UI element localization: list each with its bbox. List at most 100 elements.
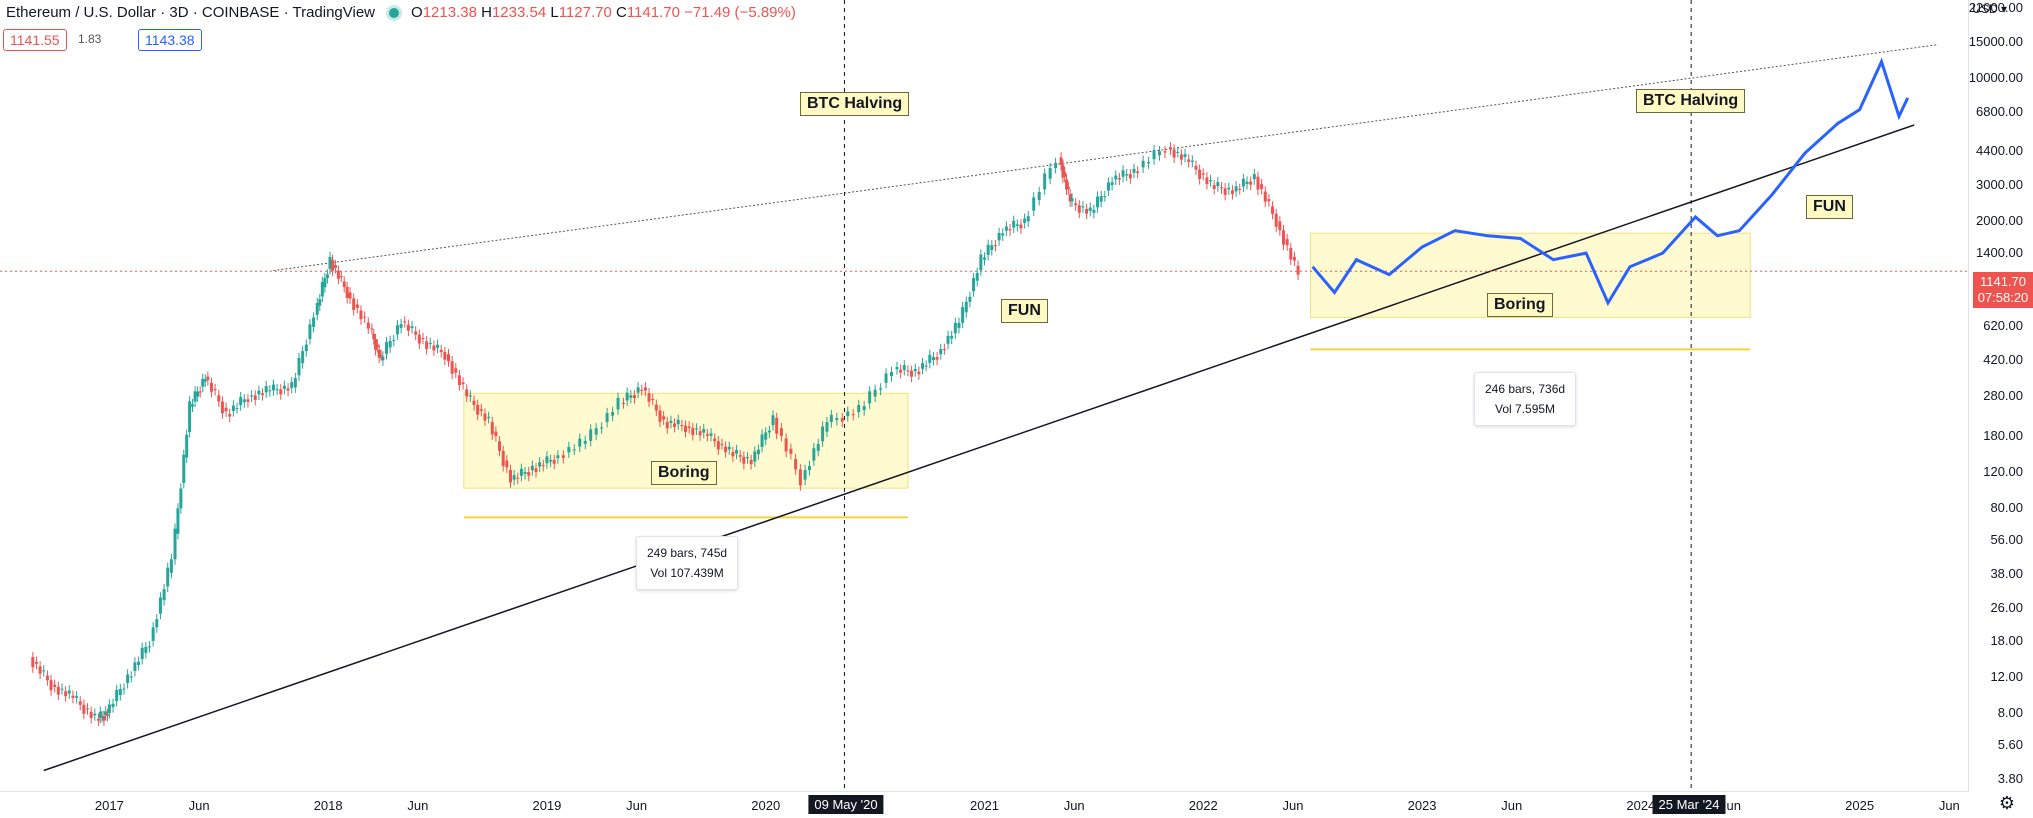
boring-note-1[interactable]: Boring (651, 461, 717, 485)
candle-body (1032, 197, 1036, 211)
candle-body (78, 701, 82, 705)
settings-gear-icon[interactable]: ⚙ (1998, 793, 2015, 813)
candle-body (1158, 151, 1162, 156)
candle-body (1198, 169, 1202, 180)
candle-body (572, 449, 576, 451)
candle-body (144, 646, 148, 653)
candle-body (395, 325, 399, 335)
candle-body (173, 528, 177, 560)
candle-body (1012, 220, 1016, 228)
symbol-title[interactable]: Ethereum / U.S. Dollar · 3D · COINBASE ·… (6, 4, 376, 21)
candle-body (224, 407, 228, 412)
halving-date-marker-2: 25 Mar '24 (1652, 795, 1726, 814)
fun-note-2[interactable]: FUN (1806, 195, 1853, 219)
date-range-measure-2[interactable]: 246 bars, 736d Vol 7.595M (1474, 372, 1577, 426)
candle-body (213, 389, 217, 391)
candle-body (890, 371, 894, 377)
candle-body (662, 416, 666, 420)
candle-body (857, 404, 861, 413)
candle-body (709, 433, 713, 436)
btc-halving-note-2[interactable]: BTC Halving (1636, 89, 1746, 113)
price-chart[interactable] (0, 0, 1969, 792)
btc-halving-note-1[interactable]: BTC Halving (800, 92, 910, 116)
candle-body (1141, 160, 1145, 168)
candle-body (616, 397, 620, 410)
candle-body (530, 465, 534, 471)
candle-body (450, 361, 454, 374)
candle-body (1285, 239, 1289, 246)
candle-body (75, 696, 79, 698)
market-status-icon (389, 7, 400, 18)
candle-body (647, 393, 651, 402)
price-axis[interactable]: USD ▾ 22000.00 15000.00 10000.00 6800.00 440… (1968, 0, 2033, 818)
close-value: 1141.70 (626, 4, 680, 21)
candle-body (494, 431, 498, 437)
low-value: 1127.70 (558, 4, 612, 21)
candle-body (727, 446, 731, 450)
candle-body (600, 427, 604, 429)
price-tick-label: 6800.00 (1976, 104, 2023, 120)
candle-body (812, 448, 816, 461)
open-value: 1213.38 (422, 4, 477, 21)
candle-body (498, 441, 502, 451)
candle-body (651, 398, 655, 400)
candle-body (767, 430, 771, 433)
candle-body (64, 691, 68, 697)
candle-body (789, 448, 793, 454)
candle-body (794, 459, 798, 470)
time-tick-label: Jun (1282, 798, 1304, 813)
candle-body (527, 472, 531, 476)
candle-body (158, 597, 162, 614)
candle-body (1147, 162, 1151, 164)
candle-body (1077, 205, 1081, 213)
candle-body (53, 684, 57, 687)
candle-body (381, 356, 385, 361)
candle-body (468, 395, 472, 397)
candle-body (997, 232, 1001, 241)
candle-body (315, 303, 319, 315)
candle-body (198, 391, 202, 393)
currency-selector[interactable]: USD ▾ (1972, 2, 2007, 16)
fun-note-1[interactable]: FUN (1001, 299, 1048, 323)
candle-body (552, 459, 556, 464)
candle-body (798, 469, 802, 486)
candle-body (1168, 147, 1172, 150)
buy-price-button[interactable]: 1143.38 (138, 29, 202, 51)
candle-body (742, 456, 746, 464)
price-tick-label: 280.00 (1983, 388, 2023, 404)
candle-body (290, 382, 294, 388)
candle-body (939, 348, 943, 355)
candle-body (658, 410, 662, 422)
candle-body (379, 355, 383, 357)
candle-body (372, 333, 376, 340)
time-tick-label: 2018 (313, 798, 343, 813)
candle-body (56, 686, 60, 695)
candle-body (1238, 188, 1242, 190)
candle-body (312, 317, 316, 327)
candle-body (1209, 180, 1213, 182)
candle-body (636, 387, 640, 393)
candle-body (505, 460, 509, 468)
candle-body (979, 254, 983, 271)
sell-price-button[interactable]: 1141.55 (3, 29, 67, 51)
candle-body (318, 299, 322, 306)
candle-body (556, 455, 560, 459)
candle-body (625, 392, 629, 401)
date-range-measure-1[interactable]: 249 bars, 745d Vol 107.439M (636, 536, 739, 590)
candle-body (884, 373, 888, 383)
candle-body (1048, 168, 1052, 179)
time-axis[interactable]: 2017 Jun 2018 Jun 2019 Jun 2020 2021 Jun 2022 Jun 2… (0, 791, 1969, 818)
candle-body (906, 370, 910, 372)
candle-body (1194, 165, 1198, 170)
candle-body (374, 339, 378, 350)
candle-body (1176, 151, 1180, 153)
price-tick-label: 18.00 (1990, 632, 2023, 648)
boring-note-2[interactable]: Boring (1487, 293, 1553, 317)
candle-body (297, 358, 301, 376)
candle-body (275, 389, 279, 391)
candle-body (446, 354, 450, 362)
range-1-bars: 249 bars, 745d (647, 546, 728, 560)
candle-body (1096, 196, 1100, 208)
price-tick-label: 4400.00 (1976, 143, 2023, 159)
